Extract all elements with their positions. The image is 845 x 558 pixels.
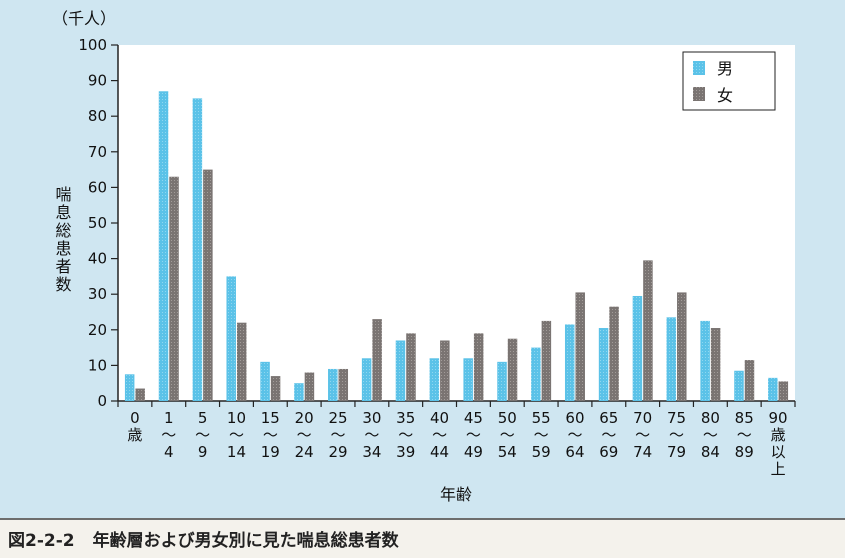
figure-number: 図2-2-2 [8, 531, 75, 551]
x-tick-label: 55 〜 59 [532, 409, 551, 461]
y-axis-label: 喘息総患者数 [53, 186, 72, 294]
x-tick-label: 40 〜 44 [430, 409, 449, 461]
bar-male [124, 374, 135, 401]
bar-male [294, 383, 304, 401]
bar-male [361, 358, 372, 401]
y-axis: 0 10 20 30 40 50 60 70 80 90 100 [78, 36, 119, 410]
bar-male [666, 317, 677, 401]
y-unit-label: （千人） [52, 9, 116, 28]
legend-label-female: 女 [717, 86, 733, 105]
bar-female [236, 322, 247, 401]
y-tick-label: 10 [88, 356, 107, 374]
bar-female [440, 340, 450, 401]
bar-female [643, 260, 653, 401]
x-tick-label: 10 〜 14 [227, 409, 246, 461]
y-tick-label: 30 [88, 285, 107, 303]
y-tick-label: 0 [97, 392, 107, 410]
legend-swatch-female [693, 87, 705, 101]
figure-title: 年齢層および男女別に見た喘息総患者数 [92, 531, 399, 551]
bar-female [778, 381, 789, 401]
y-tick-label: 50 [88, 214, 107, 232]
y-tick-label: 20 [88, 321, 107, 339]
bar-male [632, 295, 643, 401]
y-tick-label: 80 [88, 107, 107, 125]
legend: 男 女 [682, 51, 776, 111]
bar-female [541, 320, 552, 401]
x-tick-label: 85 〜 89 [735, 409, 754, 461]
bar-male [531, 347, 541, 401]
x-tick-label: 70 〜 74 [633, 409, 652, 461]
x-tick-label: 60 〜 64 [565, 409, 584, 461]
bar-female [507, 338, 518, 401]
y-tick-label: 90 [88, 72, 107, 90]
bar-female [135, 388, 145, 401]
bar-male [564, 324, 575, 401]
y-tick-label: 40 [88, 250, 107, 268]
x-tick-label: 5 〜 9 [195, 409, 210, 461]
x-tick-label: 30 〜 34 [362, 409, 381, 461]
bar-female [304, 372, 315, 401]
bar-female [338, 368, 349, 401]
bar-male [429, 358, 440, 401]
bar-male [734, 370, 744, 401]
bar-female [406, 333, 416, 401]
caption-rule [0, 518, 845, 520]
legend-swatch-male [693, 61, 705, 75]
y-tick-label: 70 [88, 143, 107, 161]
x-tick-label: 65 〜 69 [599, 409, 618, 461]
bar-chart: 0 10 20 30 40 50 60 70 80 90 100 0 歳 1 〜 4 5 〜 9 10 〜 14 15 〜 1… [52, 9, 796, 504]
bar-female [744, 360, 755, 401]
bar-female [372, 319, 382, 401]
x-tick-label: 15 〜 19 [261, 409, 280, 461]
bar-female [270, 376, 281, 401]
legend-label-male: 男 [717, 59, 733, 78]
x-axis-label: 年齢 [440, 485, 472, 504]
x-tick-label: 75 〜 79 [667, 409, 686, 461]
bar-male [497, 361, 507, 401]
bar-male [463, 358, 473, 401]
x-tick-label: 25 〜 29 [328, 409, 347, 461]
bar-female [473, 333, 484, 401]
y-tick-label: 60 [88, 178, 107, 196]
bar-male [328, 368, 338, 401]
bar-male [598, 328, 609, 401]
bar-female [203, 169, 213, 401]
bar-male [395, 340, 406, 401]
bar-female [169, 176, 179, 401]
x-tick-label: 80 〜 84 [701, 409, 720, 461]
x-tick-label: 1 〜 4 [161, 409, 176, 461]
y-tick-label: 100 [78, 36, 107, 54]
bar-female [677, 292, 687, 401]
bar-male [768, 377, 778, 401]
bar-male [192, 98, 203, 402]
caption-bar: 図2-2-2 年齢層および男女別に見た喘息総患者数 [0, 518, 845, 558]
figure-panel: 0 10 20 30 40 50 60 70 80 90 100 0 歳 1 〜 4 5 〜 9 10 〜 14 15 〜 1… [0, 0, 845, 518]
figure-caption: 図2-2-2 年齢層および男女別に見た喘息総患者数 [8, 526, 399, 551]
x-tick-label: 50 〜 54 [498, 409, 517, 461]
bar-female [609, 306, 619, 401]
bar-female [710, 328, 721, 401]
x-axis: 0 歳 1 〜 4 5 〜 9 10 〜 14 15 〜 19 20 〜 24 25 〜 29 30 〜 34 35 〜 39 40… [117, 400, 796, 478]
bar-male [158, 91, 169, 401]
bar-male [700, 320, 710, 401]
x-tick-label: 90 歳以上 [769, 409, 788, 478]
bar-male [226, 276, 236, 401]
x-tick-label: 35 〜 39 [396, 409, 415, 461]
bar-female [575, 292, 585, 401]
x-tick-label: 20 〜 24 [295, 409, 314, 461]
bar-series [124, 91, 789, 402]
x-tick-label: 45 〜 49 [464, 409, 483, 461]
bar-male [260, 361, 270, 401]
